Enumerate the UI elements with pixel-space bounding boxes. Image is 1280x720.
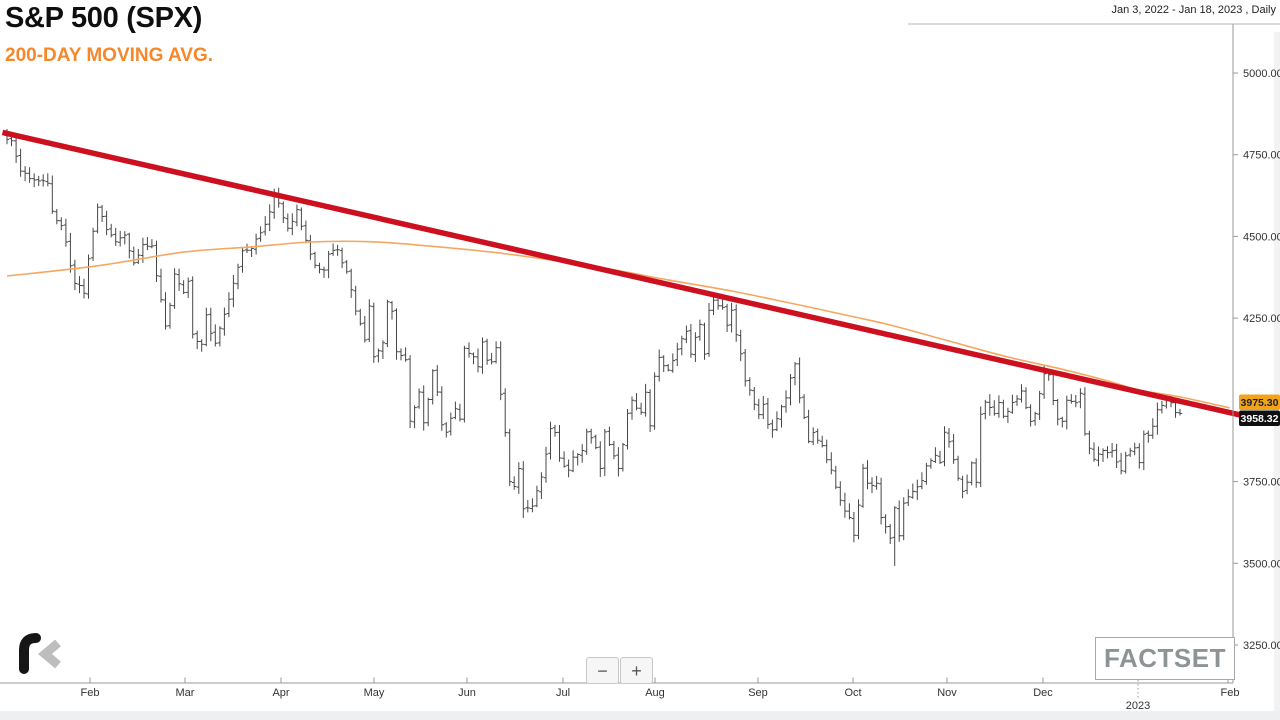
svg-text:Feb: Feb	[1221, 687, 1240, 699]
watermark-logo	[12, 630, 64, 679]
svg-text:3250.00: 3250.00	[1243, 640, 1280, 652]
svg-text:Jun: Jun	[458, 687, 476, 699]
y-axis: 5000.00 4750.00 4500.00 4250.00 3750.00 3500.…	[1233, 68, 1280, 652]
zoom-out-button[interactable]: −	[586, 657, 619, 684]
page-bottom-margin	[0, 711, 1280, 720]
svg-text:3975.30: 3975.30	[1241, 397, 1279, 409]
page-right-margin	[1274, 32, 1280, 712]
watermark-icon	[19, 633, 61, 674]
zoom-controls: − +	[586, 657, 653, 684]
price-bars	[4, 129, 1183, 566]
svg-text:3750.00: 3750.00	[1243, 477, 1280, 489]
svg-text:Aug: Aug	[645, 687, 665, 699]
svg-text:Oct: Oct	[844, 687, 861, 699]
svg-text:4500.00: 4500.00	[1243, 231, 1280, 243]
factset-logo: FACTSET	[1095, 637, 1235, 680]
last-price-badge: 3958.32	[1239, 410, 1280, 426]
svg-text:Dec: Dec	[1033, 687, 1053, 699]
svg-text:4250.00: 4250.00	[1243, 313, 1280, 325]
svg-text:4750.00: 4750.00	[1243, 150, 1280, 162]
zoom-in-button[interactable]: +	[620, 657, 653, 684]
factset-logo-text: FACTSET	[1104, 643, 1226, 673]
axes	[0, 24, 1234, 684]
ma-badge: 3975.30	[1239, 394, 1280, 410]
x-axis: Feb Mar Apr May Jun Jul Aug Sep Oct Nov Dec Feb 2023	[81, 677, 1240, 712]
svg-text:May: May	[364, 687, 385, 699]
page-title: S&P 500 (SPX)	[5, 2, 203, 34]
trendline	[1, 129, 1242, 418]
moving-average-line	[6, 240, 1230, 409]
date-range-label: Jan 3, 2022 - Jan 18, 2023 , Daily	[1111, 4, 1277, 16]
svg-text:Mar: Mar	[176, 687, 195, 699]
svg-text:3958.32: 3958.32	[1241, 413, 1279, 425]
page-subtitle: 200-DAY MOVING AVG.	[5, 45, 214, 66]
svg-text:Jul: Jul	[556, 687, 570, 699]
svg-text:Feb: Feb	[81, 687, 100, 699]
svg-text:2023: 2023	[1126, 700, 1150, 712]
svg-text:Apr: Apr	[272, 687, 289, 699]
svg-text:5000.00: 5000.00	[1243, 68, 1280, 80]
svg-text:3500.00: 3500.00	[1243, 558, 1280, 570]
svg-text:Nov: Nov	[937, 687, 957, 699]
svg-text:Sep: Sep	[748, 687, 768, 699]
